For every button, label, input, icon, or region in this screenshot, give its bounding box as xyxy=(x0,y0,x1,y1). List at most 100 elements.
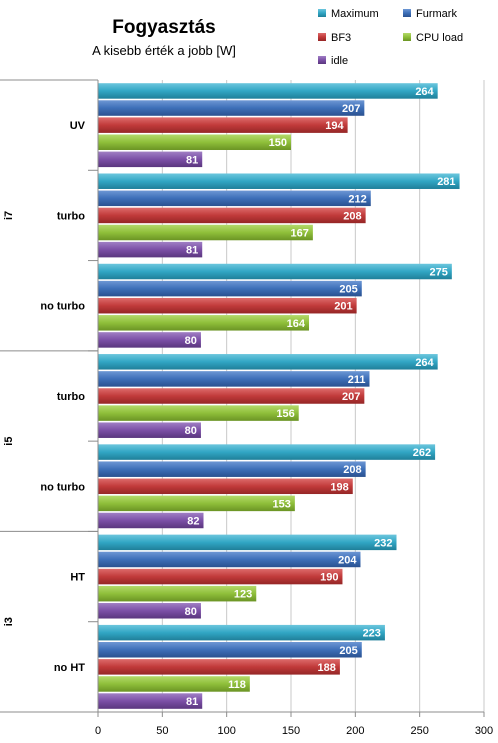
bar-i3-no-ht-furmark xyxy=(98,642,362,658)
bar-label-i3-ht-maximum: 232 xyxy=(374,537,392,549)
bar-label-i7-turbo-furmark: 212 xyxy=(348,193,366,205)
bar-i7-uv-cpu-load xyxy=(98,134,291,150)
category-label-i3-no-ht: no HT xyxy=(54,662,85,674)
bar-i7-uv-maximum xyxy=(98,83,438,99)
bar-i5-turbo-idle xyxy=(98,422,201,438)
category-label-i3-ht: HT xyxy=(70,572,85,584)
bar-label-i5-no-turbo-furmark: 208 xyxy=(343,464,361,476)
group-label-i3: i3 xyxy=(3,617,15,626)
bar-i3-no-ht-bf3 xyxy=(98,659,340,675)
bar-label-i3-no-ht-furmark: 205 xyxy=(339,645,357,657)
bar-label-i3-no-ht-maximum: 223 xyxy=(363,628,381,640)
x-tick-label-200: 200 xyxy=(346,725,364,737)
bar-i7-turbo-idle xyxy=(98,241,203,258)
axes: UV turbo no turbo i7 turbo no turbo i5 HT no HT i… xyxy=(0,79,493,737)
bar-label-i3-ht-cpu-load: 123 xyxy=(234,589,252,601)
legend-swatch-maximum xyxy=(318,9,326,17)
bar-i3-ht-cpu-load xyxy=(98,585,257,602)
bar-label-i7-no-turbo-furmark: 205 xyxy=(339,284,357,296)
bar-label-i7-no-turbo-idle: 80 xyxy=(185,335,197,347)
bar-i7-uv-bf3 xyxy=(98,117,348,133)
bar-i7-no-turbo-idle xyxy=(98,332,201,348)
bar-label-i3-ht-bf3: 190 xyxy=(320,572,338,584)
bar-i7-no-turbo-furmark xyxy=(98,280,362,297)
bar-i7-turbo-maximum xyxy=(98,173,460,189)
bar-label-i3-no-ht-cpu-load: 118 xyxy=(228,679,246,691)
x-tick-label-250: 250 xyxy=(410,725,428,737)
legend-swatch-bf3 xyxy=(318,33,326,41)
bar-i3-no-ht-idle xyxy=(98,693,203,709)
bar-label-i7-turbo-cpu-load: 167 xyxy=(291,228,309,240)
bars: 264 207 194 150 81 281 212 208 167 81 275 205 201 164… xyxy=(98,83,460,709)
x-tick-label-100: 100 xyxy=(217,725,235,737)
bar-label-i5-turbo-cpu-load: 156 xyxy=(276,408,294,420)
bar-i3-ht-idle xyxy=(98,603,201,619)
bar-i5-no-turbo-bf3 xyxy=(98,478,353,495)
bar-i3-no-ht-maximum xyxy=(98,624,385,641)
x-tick-label-50: 50 xyxy=(156,725,168,737)
bar-i5-no-turbo-idle xyxy=(98,512,204,529)
legend-label-bf3: BF3 xyxy=(331,32,351,44)
bar-i7-turbo-cpu-load xyxy=(98,224,313,241)
bar-label-i7-turbo-bf3: 208 xyxy=(343,210,361,222)
bar-i5-turbo-cpu-load xyxy=(98,405,299,421)
bar-label-i7-no-turbo-cpu-load: 164 xyxy=(287,318,306,330)
bar-label-i7-uv-furmark: 207 xyxy=(342,103,360,115)
bar-label-i7-no-turbo-bf3: 201 xyxy=(334,301,352,313)
bar-i7-uv-idle xyxy=(98,151,203,168)
legend: Maximum Furmark BF3 CPU load idle xyxy=(318,8,463,67)
bar-label-i5-no-turbo-maximum: 262 xyxy=(413,447,431,459)
chart-title: Fogyasztás xyxy=(112,17,215,38)
group-label-i7: i7 xyxy=(3,211,15,220)
bar-label-i3-no-ht-bf3: 188 xyxy=(318,662,336,674)
bar-i3-ht-bf3 xyxy=(98,568,343,585)
legend-swatch-furmark xyxy=(403,9,411,17)
group-label-i5: i5 xyxy=(3,437,15,446)
x-tick-label-150: 150 xyxy=(282,725,300,737)
bar-label-i7-turbo-maximum: 281 xyxy=(437,176,455,188)
bar-label-i7-uv-idle: 81 xyxy=(186,154,198,166)
bar-label-i5-turbo-bf3: 207 xyxy=(342,391,360,403)
legend-label-maximum: Maximum xyxy=(331,8,379,20)
bar-i5-turbo-maximum xyxy=(98,354,438,370)
legend-label-cpu-load: CPU load xyxy=(416,32,463,44)
bar-label-i7-turbo-idle: 81 xyxy=(186,245,198,257)
x-tick-label-0: 0 xyxy=(95,725,101,737)
bar-i3-ht-furmark xyxy=(98,551,361,568)
bar-label-i5-turbo-idle: 80 xyxy=(185,425,197,437)
bar-i5-no-turbo-furmark xyxy=(98,461,366,477)
category-label-i5-turbo: turbo xyxy=(57,391,85,403)
bar-label-i7-no-turbo-maximum: 275 xyxy=(429,267,447,279)
bar-label-i3-ht-idle: 80 xyxy=(185,606,197,618)
bar-label-i7-uv-cpu-load: 150 xyxy=(269,137,287,149)
bar-label-i3-ht-furmark: 204 xyxy=(338,554,357,566)
category-label-i7-uv: UV xyxy=(70,120,86,132)
bar-i7-no-turbo-cpu-load xyxy=(98,315,310,331)
bar-i5-turbo-furmark xyxy=(98,371,370,387)
bar-i7-uv-furmark xyxy=(98,100,365,116)
bar-i5-no-turbo-maximum xyxy=(98,444,436,460)
bar-label-i5-no-turbo-idle: 82 xyxy=(187,515,199,527)
legend-swatch-idle xyxy=(318,56,326,64)
bar-label-i5-turbo-furmark: 211 xyxy=(348,374,366,386)
bar-i7-no-turbo-maximum xyxy=(98,263,452,280)
chart-subtitle: A kisebb érték a jobb [W] xyxy=(92,43,236,58)
bar-i5-turbo-bf3 xyxy=(98,388,365,404)
bar-label-i5-no-turbo-bf3: 198 xyxy=(330,481,348,493)
bar-i7-no-turbo-bf3 xyxy=(98,297,357,314)
bar-label-i5-turbo-maximum: 264 xyxy=(415,357,434,369)
category-label-i5-no-turbo: no turbo xyxy=(40,481,85,493)
bar-i7-turbo-bf3 xyxy=(98,207,366,224)
bar-i7-turbo-furmark xyxy=(98,190,371,207)
x-tick-label-300: 300 xyxy=(475,725,493,737)
legend-swatch-cpu-load xyxy=(403,33,411,41)
bar-label-i5-no-turbo-cpu-load: 153 xyxy=(273,498,291,510)
bar-label-i3-no-ht-idle: 81 xyxy=(186,696,198,708)
category-label-i7-no-turbo: no turbo xyxy=(40,301,85,313)
bar-i3-ht-maximum xyxy=(98,534,397,551)
bar-i3-no-ht-cpu-load xyxy=(98,676,250,692)
bar-label-i7-uv-maximum: 264 xyxy=(415,86,434,98)
legend-label-idle: idle xyxy=(331,55,348,67)
bar-i5-no-turbo-cpu-load xyxy=(98,495,295,512)
